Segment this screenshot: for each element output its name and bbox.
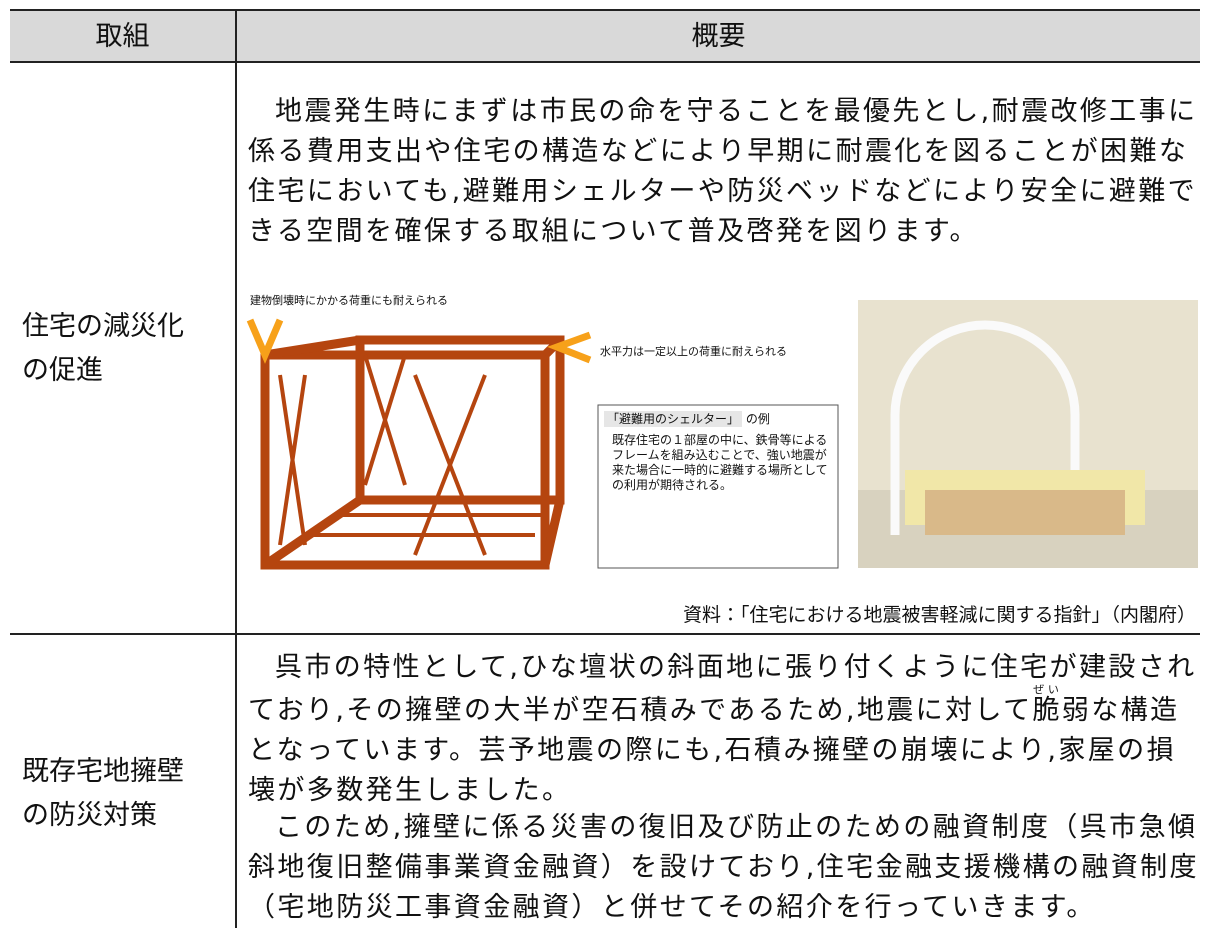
note-box [597,404,839,569]
arrow [246,318,284,364]
note-title-suffix: の例 [745,412,770,426]
rule [10,633,1200,635]
rule [235,10,237,928]
paragraph: このため,擁壁に係る災害の復旧及び防止のための融資制度（呉市急傾斜地復旧整備事業… [248,812,1199,923]
text: 弱な構造となっています。芸予地震の際にも,石積み擁壁の崩壊により,家屋の損壊が多… [248,695,1180,806]
source: 資料：「住宅における地震被害軽減に関する指針」（内閣府） [682,604,1196,626]
paragraph: 地震発生時にまずは市民の命を守ることを最優先とし,耐震改修工事に係る費用支出や住… [248,96,1198,247]
figure-label: 建物倒壊時にかかる荷重にも耐えられる [250,294,448,307]
ruby-base: 脆 [1032,695,1062,726]
row-label: 住宅の減災化の促進 [22,311,184,386]
rule [10,61,1200,63]
photo-bed-base [925,490,1125,535]
figure-label: 水平力は一定以上の荷重に耐えられる [600,345,787,358]
header-cell: 概要 [691,21,746,52]
row-label: 既存宅地擁壁の防災対策 [22,756,184,831]
header-cell: 取組 [95,21,150,52]
arrow [547,331,592,364]
paragraph: 呉市の特性として,ひな壇状の斜面地に張り付くように住宅が建設されており,その擁壁… [248,648,1200,811]
figure [246,300,1198,570]
ruby-text: ぜい [1032,683,1062,696]
text: 呉市の特性として,ひな壇状の斜面地に張り付くように住宅が建設されており,その擁壁… [248,652,1197,726]
note-text: 既存住宅の１部屋の中に、鉄骨等によるフレームを組み込むことで、強い地震が来た場合… [612,433,828,492]
header-row [10,10,1200,62]
photo-arch [890,320,1080,535]
note-title: 「避難用のシェルター」 の例 [604,410,770,427]
ruby: 脆ぜい [1032,684,1062,726]
rule [10,9,1200,11]
shelter-frame [260,335,565,570]
note-title-main: 「避難用のシェルター」 [604,411,743,427]
